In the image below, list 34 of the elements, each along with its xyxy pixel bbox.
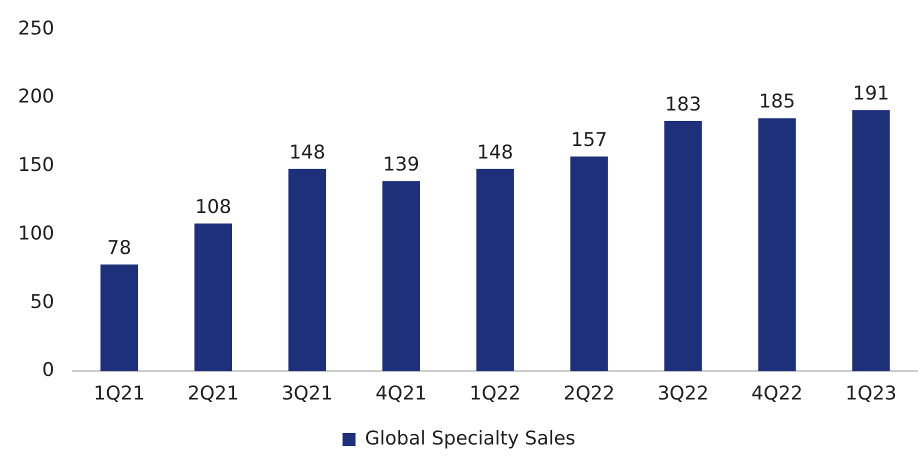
x-tick-label: 3Q22 bbox=[657, 382, 709, 405]
bar bbox=[382, 181, 420, 372]
y-tick-label: 100 bbox=[18, 222, 54, 244]
x-tick-label: 1Q21 bbox=[94, 382, 145, 405]
bar bbox=[570, 156, 608, 372]
bar bbox=[194, 224, 232, 372]
data-label: 108 bbox=[195, 196, 232, 218]
x-tick-label: 1Q23 bbox=[845, 382, 897, 405]
y-tick-label: 50 bbox=[30, 290, 54, 313]
x-tick-label: 3Q21 bbox=[282, 382, 333, 405]
data-label: 191 bbox=[852, 82, 890, 104]
data-label: 157 bbox=[570, 128, 608, 151]
y-tick-label: 0 bbox=[42, 359, 54, 382]
bar bbox=[100, 264, 138, 372]
data-label: 183 bbox=[664, 93, 702, 116]
x-tick-label: 4Q22 bbox=[751, 382, 803, 405]
bar bbox=[664, 121, 702, 372]
bar bbox=[288, 168, 326, 372]
bar bbox=[758, 118, 796, 372]
x-tick-label: 1Q22 bbox=[470, 382, 521, 405]
data-label: 148 bbox=[289, 141, 326, 164]
legend-label: Global Specialty Sales bbox=[365, 427, 576, 450]
x-tick-label: 2Q21 bbox=[188, 382, 239, 405]
x-tick-label: 2Q22 bbox=[563, 382, 615, 405]
y-tick-label: 200 bbox=[18, 86, 54, 108]
y-tick-label: 150 bbox=[18, 154, 54, 176]
bar bbox=[476, 168, 514, 372]
y-tick-label: 250 bbox=[18, 17, 54, 40]
data-label: 185 bbox=[758, 90, 796, 113]
x-tick-label: 4Q21 bbox=[376, 382, 427, 405]
bar bbox=[852, 110, 890, 372]
data-label: 148 bbox=[477, 141, 514, 164]
data-label: 78 bbox=[107, 236, 132, 259]
data-label: 139 bbox=[383, 154, 420, 176]
